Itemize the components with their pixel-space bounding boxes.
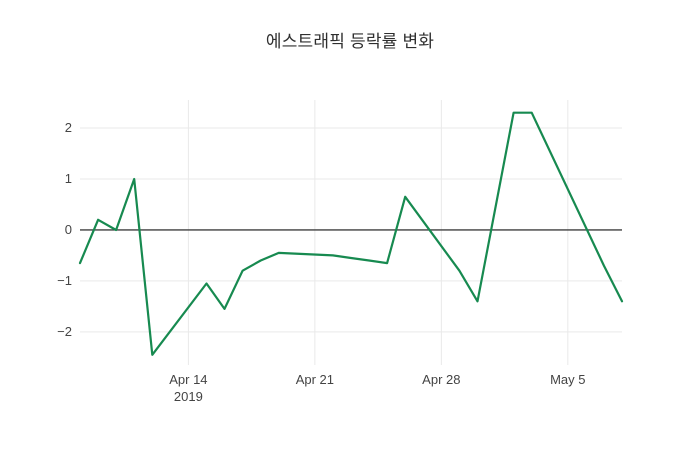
y-tick-label: 1 xyxy=(64,170,72,186)
x-tick-label-line1: Apr 14 xyxy=(169,372,208,387)
x-tick-label-year: 2019 xyxy=(173,389,203,404)
chart-title: 에스트래픽 등락률 변화 xyxy=(265,32,435,51)
series-line xyxy=(78,111,624,356)
x-tick-label-line1: Apr 21 xyxy=(295,372,335,387)
x-tick-label-line1: May 5 xyxy=(550,372,586,387)
y-tick-label: −2 xyxy=(57,323,72,339)
y-tick-label: −1 xyxy=(57,272,72,288)
x-tick-label-line1: Apr 28 xyxy=(422,372,461,387)
x-tick-label: Apr 14 2019 xyxy=(143,371,233,405)
x-tick-label: Apr 28 xyxy=(396,371,486,388)
y-tick-label: 2 xyxy=(64,120,72,136)
y-tick-label: 0 xyxy=(64,221,72,237)
x-tick-label: May 5 xyxy=(523,371,613,388)
x-tick-label: Apr 21 xyxy=(270,371,360,388)
